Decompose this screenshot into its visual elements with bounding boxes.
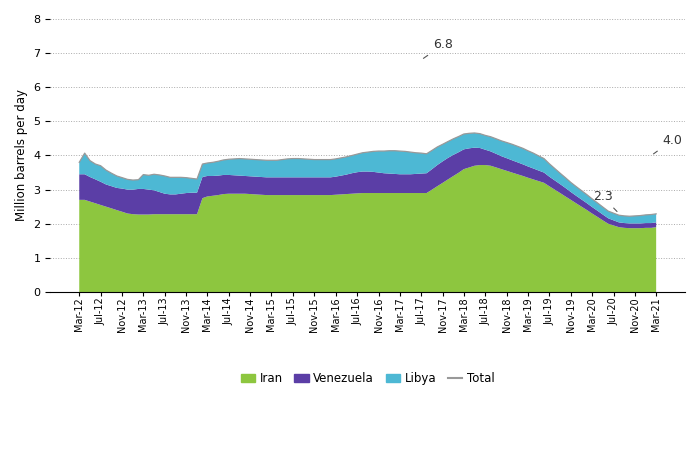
Text: 4.0: 4.0 [654, 134, 682, 154]
Text: 6.8: 6.8 [424, 38, 453, 58]
Y-axis label: Million barrels per day: Million barrels per day [15, 89, 28, 222]
Text: 2.3: 2.3 [593, 190, 617, 212]
Legend: Iran, Venezuela, Libya, Total: Iran, Venezuela, Libya, Total [236, 367, 500, 390]
